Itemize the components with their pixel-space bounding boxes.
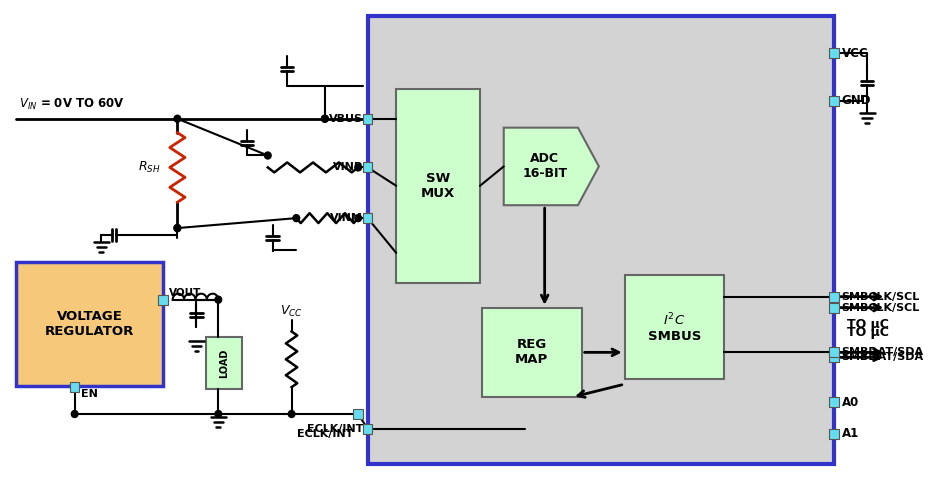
Text: SW
MUX: SW MUX bbox=[421, 172, 455, 200]
Text: SMBDAT/SDA: SMBDAT/SDA bbox=[842, 352, 924, 362]
Text: VBUS: VBUS bbox=[329, 114, 363, 124]
Circle shape bbox=[321, 115, 328, 122]
Text: LOAD: LOAD bbox=[219, 348, 229, 378]
Bar bbox=[625, 275, 725, 379]
Circle shape bbox=[321, 115, 328, 122]
Bar bbox=[829, 352, 839, 362]
Text: ADC
16-BIT: ADC 16-BIT bbox=[522, 152, 567, 180]
Text: SMBCLK/SCL: SMBCLK/SCL bbox=[842, 292, 920, 302]
Bar bbox=[363, 424, 373, 434]
Text: VINP: VINP bbox=[333, 162, 363, 173]
Bar bbox=[829, 292, 839, 302]
Text: VOUT: VOUT bbox=[169, 288, 201, 298]
Text: $I^2C$
SMBUS: $I^2C$ SMBUS bbox=[648, 311, 701, 343]
Text: REG
MAP: REG MAP bbox=[516, 338, 548, 366]
Text: ECLK/INT: ECLK/INT bbox=[306, 424, 363, 434]
Circle shape bbox=[293, 214, 300, 222]
Bar bbox=[205, 337, 242, 389]
Bar bbox=[396, 89, 480, 283]
Bar bbox=[368, 16, 834, 464]
Text: $V_{CC}$: $V_{CC}$ bbox=[280, 304, 303, 319]
Text: VOLTAGE
REGULATOR: VOLTAGE REGULATOR bbox=[45, 310, 134, 338]
Text: ECLK/INT: ECLK/INT bbox=[297, 429, 353, 439]
Circle shape bbox=[174, 225, 181, 231]
Bar bbox=[482, 308, 582, 397]
Text: GND: GND bbox=[842, 94, 871, 107]
Text: $R_{SH}$: $R_{SH}$ bbox=[137, 160, 161, 175]
Text: SMBCLK/SCL: SMBCLK/SCL bbox=[842, 303, 920, 313]
Circle shape bbox=[174, 115, 181, 122]
Bar bbox=[829, 429, 839, 439]
Bar bbox=[16, 262, 163, 386]
Text: VINM: VINM bbox=[330, 213, 363, 223]
Bar bbox=[829, 96, 839, 106]
Bar bbox=[829, 397, 839, 407]
Bar bbox=[363, 114, 373, 124]
Bar bbox=[363, 162, 373, 173]
Bar bbox=[829, 303, 839, 313]
Circle shape bbox=[355, 214, 361, 222]
Circle shape bbox=[71, 411, 78, 417]
Text: A1: A1 bbox=[842, 428, 858, 441]
Text: EN: EN bbox=[81, 389, 98, 399]
Bar bbox=[353, 409, 363, 419]
Text: A0: A0 bbox=[842, 396, 858, 409]
Text: TO μC: TO μC bbox=[847, 326, 889, 339]
Circle shape bbox=[289, 411, 295, 417]
Bar bbox=[829, 48, 839, 58]
Polygon shape bbox=[503, 128, 599, 205]
Circle shape bbox=[215, 411, 221, 417]
Circle shape bbox=[264, 152, 271, 159]
Text: TO μC: TO μC bbox=[847, 318, 889, 331]
Bar bbox=[159, 295, 168, 305]
Circle shape bbox=[174, 225, 181, 231]
Bar bbox=[363, 213, 373, 223]
Bar bbox=[70, 382, 79, 392]
Bar bbox=[829, 348, 839, 357]
Text: $V_{IN}$ = 0V TO 60V: $V_{IN}$ = 0V TO 60V bbox=[19, 97, 124, 112]
Circle shape bbox=[215, 296, 221, 303]
Text: SMBDAT/SDA: SMBDAT/SDA bbox=[842, 348, 924, 357]
Circle shape bbox=[355, 164, 361, 171]
Text: VCC: VCC bbox=[842, 47, 868, 60]
